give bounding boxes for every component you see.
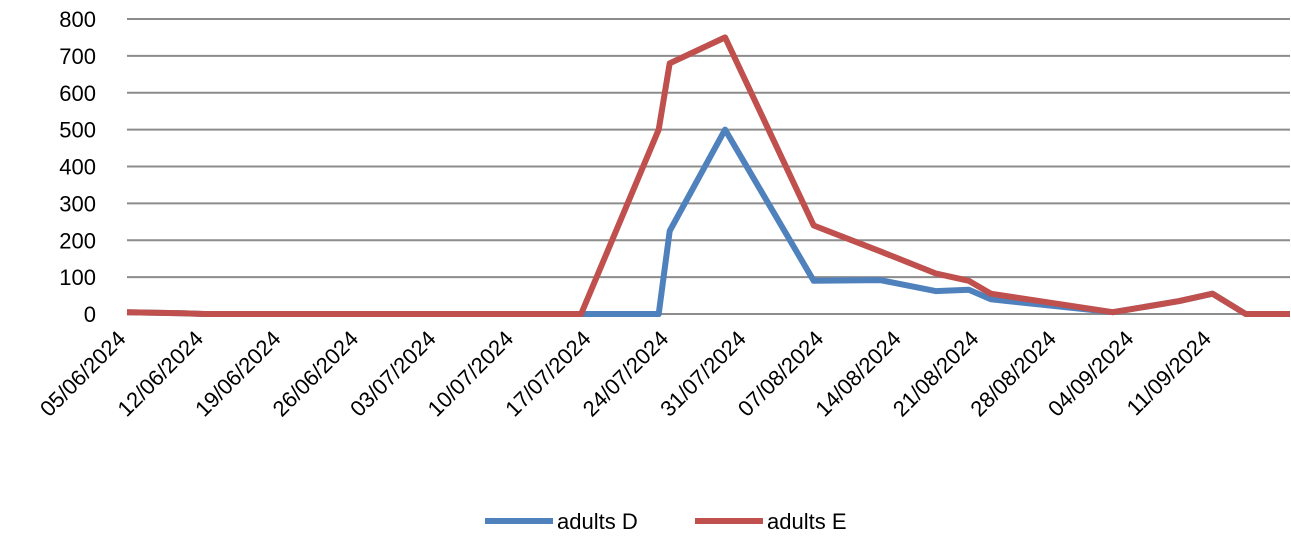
x-axis-tick-labels: 05/06/202412/06/202419/06/202426/06/2024… [35,326,1216,422]
legend-label: adults D [557,509,638,534]
series-line-adults-e [126,34,1290,317]
legend-label: adults E [767,509,847,534]
y-tick-label: 800 [59,7,96,32]
legend: adults D adults E [485,509,847,534]
y-tick-label: 300 [59,191,96,216]
x-tick-label: 11/09/2024 [1122,326,1216,420]
series-line-adults-d [126,126,1290,317]
series-lines [126,34,1290,317]
y-tick-label: 0 [84,302,96,327]
y-tick-label: 100 [59,265,96,290]
y-tick-label: 200 [59,228,96,253]
y-tick-label: 700 [59,44,96,69]
y-tick-label: 500 [59,118,96,143]
y-axis-tick-labels: 0 100 200 300 400 500 600 700 800 [59,7,96,327]
y-tick-label: 400 [59,155,96,180]
gridlines [127,18,1290,315]
y-tick-label: 600 [59,81,96,106]
